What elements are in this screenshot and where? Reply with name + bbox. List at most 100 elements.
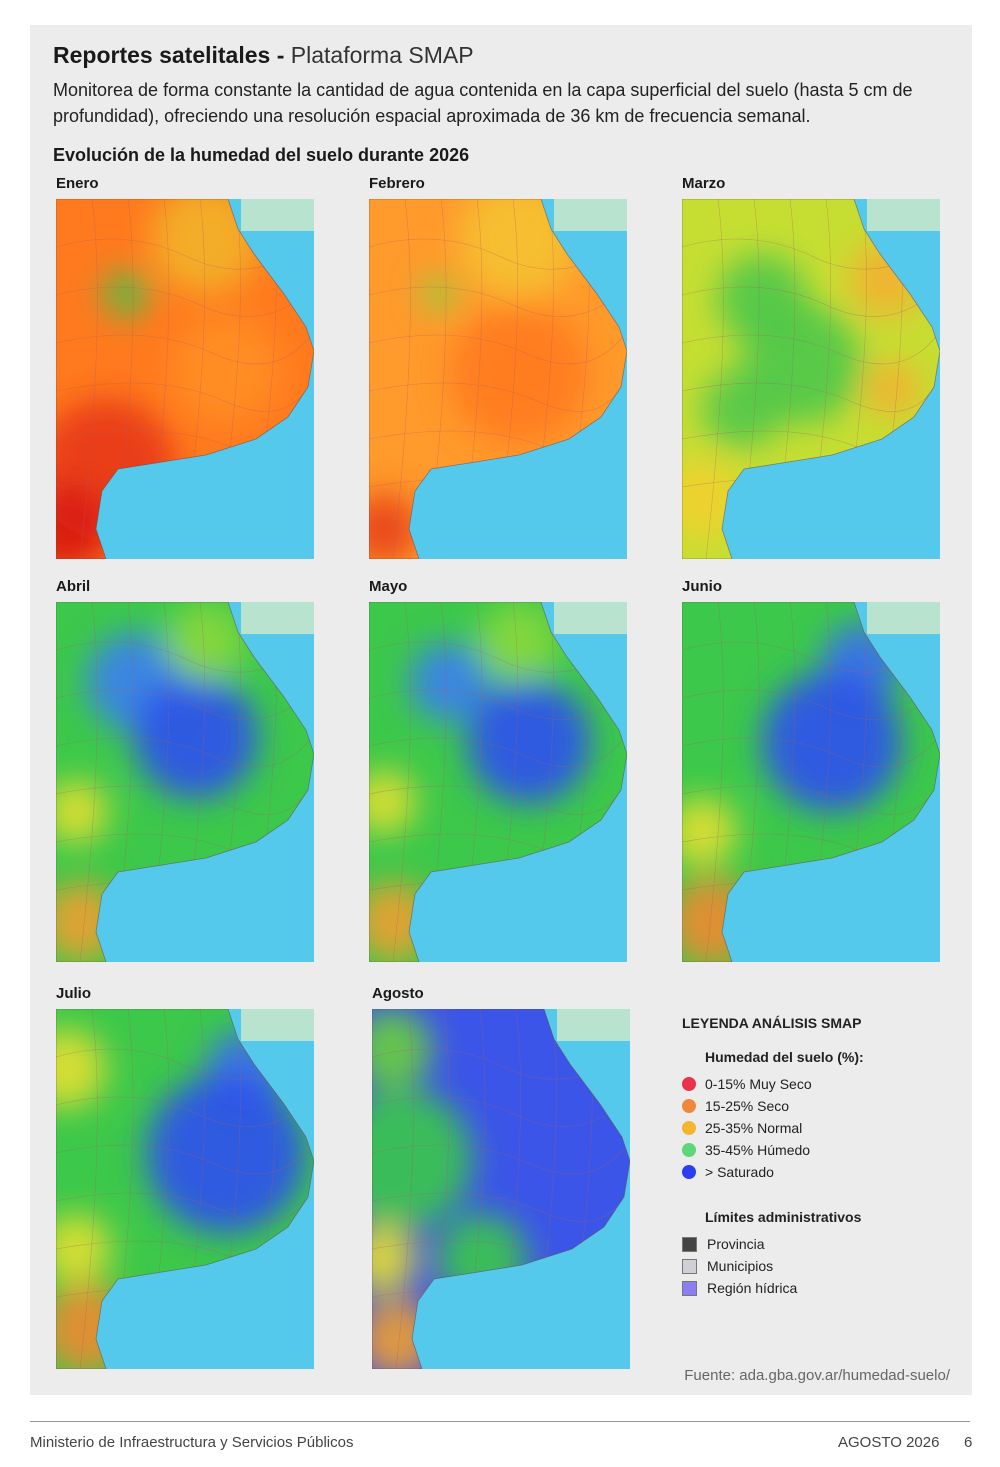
municipal-boundary: [682, 777, 940, 815]
soil-moisture-map: [369, 602, 627, 962]
moisture-zone: [682, 797, 737, 867]
moisture-zone: [409, 642, 489, 722]
legend-swatch: [682, 1143, 696, 1157]
moisture-zone: [166, 602, 246, 682]
legend-item: Región hídrica: [682, 1277, 962, 1299]
legend-label: 35-45% Húmedo: [705, 1142, 811, 1158]
municipal-boundary: [392, 602, 411, 962]
footer-ministry: Ministerio de Infraestructura y Servicio…: [30, 1434, 354, 1451]
page-number: 6: [964, 1434, 973, 1451]
neighbor-land: [241, 1009, 314, 1041]
province-outline: [369, 602, 627, 962]
municipal-boundary: [369, 689, 627, 720]
moisture-zone: [56, 1029, 106, 1109]
moisture-zone: [372, 1224, 417, 1294]
municipal-boundary: [372, 1184, 630, 1222]
map-label: Febrero: [369, 175, 425, 192]
municipal-boundary: [56, 330, 314, 365]
soil-moisture-map: [56, 602, 314, 962]
map-label: Julio: [56, 985, 92, 1002]
municipal-boundary: [369, 777, 627, 815]
legend-label: Región hídrica: [707, 1280, 798, 1296]
legend-swatch: [682, 1258, 697, 1274]
legend-label: 15-25% Seco: [705, 1098, 790, 1114]
section-title: Evolución de la humedad del suelo durant…: [53, 145, 470, 165]
legend-item: 15-25% Seco: [682, 1095, 962, 1117]
title: Reportes satelitales -: [53, 42, 285, 68]
municipal-boundary: [682, 286, 940, 317]
neighbor-land: [867, 602, 940, 634]
moisture-zone: [56, 484, 111, 559]
municipal-boundary: [372, 1096, 630, 1127]
province-outline: [56, 199, 314, 559]
footer-rule: [30, 1421, 970, 1422]
municipal-boundary: [369, 733, 627, 768]
legend-section: Humedad del suelo (%):: [705, 1049, 864, 1065]
page-title: Reportes satelitales - Plataforma SMAP: [53, 42, 474, 69]
moisture-zone: [762, 672, 902, 812]
legend-item: Provincia: [682, 1233, 962, 1255]
legend-label: 0-15% Muy Seco: [705, 1076, 812, 1092]
legend-swatch: [682, 1236, 697, 1252]
moisture-zone: [702, 369, 782, 449]
municipal-boundary: [372, 1140, 630, 1175]
municipal-boundary: [56, 1096, 314, 1127]
source: Fuente: ada.gba.gov.ar/humedad-suelo/: [684, 1367, 950, 1384]
province-outline: [372, 1009, 630, 1369]
municipal-boundary: [56, 374, 314, 412]
legend-swatch: [682, 1099, 696, 1113]
neighbor-land: [867, 199, 940, 231]
legend-label: > Saturado: [705, 1164, 774, 1180]
footer-date: AGOSTO 2026: [838, 1434, 940, 1451]
moisture-zone: [372, 1089, 472, 1229]
soil-moisture-map: [369, 199, 627, 559]
moisture-zone: [104, 272, 148, 316]
legend-title: LEYENDA ANÁLISIS SMAP: [682, 1015, 862, 1031]
map-label: Junio: [682, 578, 722, 595]
moisture-zone: [171, 314, 281, 424]
moisture-zone: [146, 1074, 306, 1234]
province-outline: [369, 199, 627, 559]
moisture-zone: [56, 1214, 111, 1284]
legend-label: 25-35% Normal: [705, 1120, 803, 1136]
municipal-boundary: [56, 1184, 314, 1222]
platform: Plataforma SMAP: [290, 42, 474, 68]
legend: LEYENDA ANÁLISIS SMAP Humedad del suelo …: [682, 1015, 962, 1299]
municipal-boundary: [56, 1140, 314, 1175]
legend-item: Municipios: [682, 1255, 962, 1277]
moisture-zone: [134, 675, 258, 799]
legend-limits: Provincia Municipios Región hídrica: [682, 1233, 962, 1299]
province-outline: [682, 199, 940, 559]
moisture-zone: [449, 304, 589, 444]
legend-item: 35-45% Húmedo: [682, 1139, 962, 1161]
moisture-zone: [372, 1009, 432, 1089]
legend-moisture: 0-15% Muy Seco 15-25% Seco 25-35% Normal 35…: [682, 1073, 962, 1183]
municipal-boundary: [56, 286, 314, 317]
municipal-boundary: [79, 199, 98, 559]
moisture-zone: [369, 494, 419, 559]
municipal-boundary: [682, 689, 940, 720]
municipal-boundary: [705, 602, 724, 962]
neighbor-land: [241, 199, 314, 231]
moisture-zone: [682, 459, 742, 539]
legend-swatch: [682, 1121, 696, 1135]
legend-swatch: [682, 1165, 696, 1179]
municipal-boundary: [79, 602, 98, 962]
municipal-boundary: [705, 199, 724, 559]
map-label: Enero: [56, 175, 99, 192]
soil-moisture-map: [682, 199, 940, 559]
description: Monitorea de forma constante la cantidad…: [53, 80, 913, 126]
municipal-boundary: [56, 777, 314, 815]
neighbor-land: [241, 602, 314, 634]
moisture-zone: [467, 680, 591, 804]
soil-moisture-map: [372, 1009, 630, 1369]
neighbor-land: [554, 199, 627, 231]
map-label: Mayo: [369, 578, 408, 595]
legend-label: Municipios: [707, 1258, 774, 1274]
moisture-zone: [479, 602, 559, 682]
moisture-zone: [421, 276, 457, 312]
municipal-boundary: [369, 374, 627, 412]
legend-section: Límites administrativos: [705, 1209, 862, 1225]
province-outline: [56, 602, 314, 962]
